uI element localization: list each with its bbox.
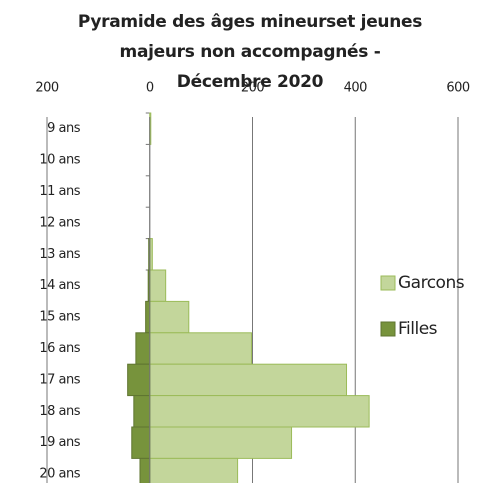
y-tick-label: 11 ans bbox=[39, 184, 80, 199]
legend-swatch bbox=[380, 321, 396, 337]
y-tick-label: 18 ans bbox=[39, 404, 80, 419]
bar bbox=[127, 363, 151, 397]
bar bbox=[135, 332, 151, 365]
bar bbox=[145, 300, 151, 334]
chart-title: Pyramide des âges mineurset jeunes bbox=[78, 12, 422, 32]
legend-label: Filles bbox=[398, 319, 438, 339]
bar bbox=[149, 269, 167, 302]
x-tick-label: 600 bbox=[446, 81, 470, 96]
y-tick-label: 10 ans bbox=[39, 153, 80, 168]
bar bbox=[149, 332, 252, 365]
y-tick-label: 15 ans bbox=[39, 310, 80, 325]
bar bbox=[133, 395, 151, 428]
y-tick-label: 13 ans bbox=[39, 247, 80, 262]
x-tick-label: 200 bbox=[35, 81, 59, 96]
y-tick-label: 16 ans bbox=[39, 341, 80, 356]
bar bbox=[149, 363, 348, 397]
y-tick-label: 19 ans bbox=[39, 435, 80, 450]
y-tick-label: 14 ans bbox=[39, 278, 80, 293]
bar bbox=[149, 457, 239, 483]
bar bbox=[149, 395, 370, 428]
x-tick-label: 0 bbox=[146, 81, 154, 96]
y-tick-label: 9 ans bbox=[47, 121, 81, 136]
x-tick-label: 400 bbox=[344, 81, 368, 96]
bar bbox=[149, 426, 293, 459]
bar bbox=[131, 426, 151, 459]
y-tick-label: 20 ans bbox=[39, 467, 80, 482]
legend-swatch bbox=[380, 275, 396, 291]
x-tick-label: 200 bbox=[241, 81, 265, 96]
legend-label: Garcons bbox=[398, 273, 465, 293]
y-tick-label: 17 ans bbox=[39, 372, 80, 387]
chart-title: Décembre 2020 bbox=[177, 72, 324, 92]
bar bbox=[139, 457, 151, 483]
chart-title: majeurs non accompagnés - bbox=[120, 42, 381, 62]
bar bbox=[149, 300, 190, 334]
y-tick-label: 12 ans bbox=[39, 215, 80, 230]
